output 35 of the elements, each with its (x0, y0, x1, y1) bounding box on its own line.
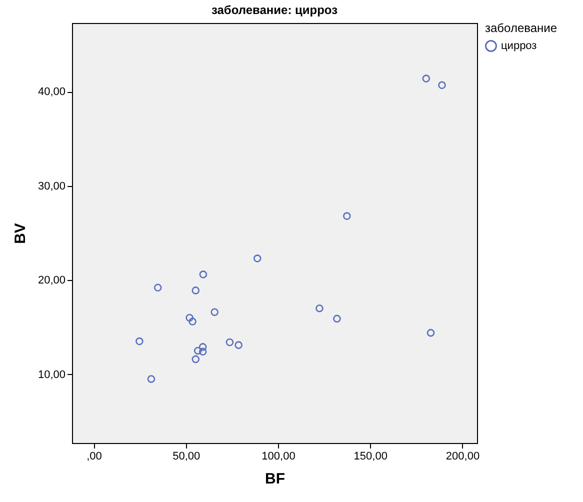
point (136, 337, 144, 346)
point (154, 284, 162, 292)
chart-title: заболевание: цирроз (211, 3, 338, 17)
point (186, 314, 194, 322)
point (188, 318, 196, 326)
x-tick-label: 200,00 (446, 450, 480, 462)
point (343, 212, 351, 220)
point (210, 308, 219, 316)
point (198, 348, 207, 356)
y-tick-label: 40,00 (38, 86, 66, 98)
x-tick-label: 50,00 (172, 450, 200, 462)
point (226, 338, 234, 346)
x-axis-title: BF (265, 470, 285, 488)
point (234, 341, 242, 349)
y-axis-title: BV (12, 223, 29, 244)
point (253, 254, 262, 262)
point (192, 355, 200, 364)
point (198, 343, 207, 351)
y-tick-label: 30,00 (38, 180, 66, 192)
y-tick-label: 10,00 (38, 368, 66, 381)
point (426, 328, 435, 337)
x-tick-label: ,00 (86, 450, 102, 462)
point (194, 346, 202, 355)
point (199, 270, 208, 278)
x-tick-label: 150,00 (354, 450, 388, 462)
legend-label: цирроз (501, 40, 537, 52)
point (438, 81, 446, 90)
point (316, 304, 324, 312)
y-tick-label: 20,00 (38, 274, 66, 287)
x-tick-label: 100,00 (262, 450, 296, 462)
point (192, 286, 200, 294)
point (333, 314, 341, 323)
point (147, 375, 156, 383)
legend-title: заболевание (485, 21, 558, 35)
point (422, 74, 430, 82)
